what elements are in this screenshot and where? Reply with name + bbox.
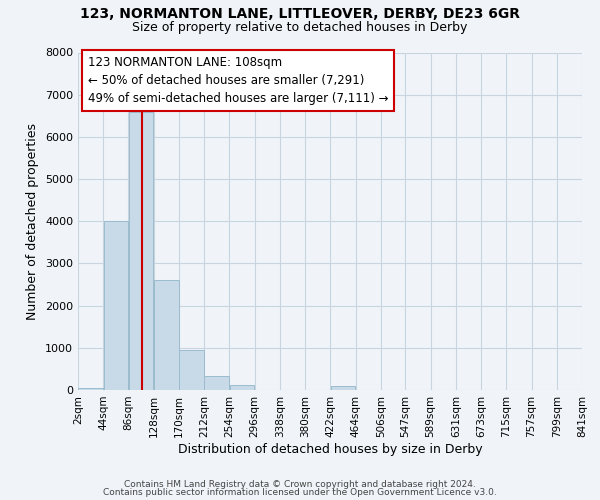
- Y-axis label: Number of detached properties: Number of detached properties: [26, 122, 40, 320]
- Text: 123 NORMANTON LANE: 108sqm
← 50% of detached houses are smaller (7,291)
49% of s: 123 NORMANTON LANE: 108sqm ← 50% of deta…: [88, 56, 389, 105]
- X-axis label: Distribution of detached houses by size in Derby: Distribution of detached houses by size …: [178, 442, 482, 456]
- Bar: [129, 112, 154, 390]
- Text: Contains public sector information licensed under the Open Government Licence v3: Contains public sector information licen…: [103, 488, 497, 497]
- Bar: [79, 388, 103, 390]
- Bar: [154, 280, 179, 390]
- Bar: [179, 350, 204, 390]
- Bar: [331, 386, 355, 390]
- Bar: [230, 385, 254, 390]
- Text: Size of property relative to detached houses in Derby: Size of property relative to detached ho…: [133, 21, 467, 34]
- Bar: [205, 376, 229, 390]
- Text: 123, NORMANTON LANE, LITTLEOVER, DERBY, DE23 6GR: 123, NORMANTON LANE, LITTLEOVER, DERBY, …: [80, 8, 520, 22]
- Text: Contains HM Land Registry data © Crown copyright and database right 2024.: Contains HM Land Registry data © Crown c…: [124, 480, 476, 489]
- Bar: [104, 221, 128, 390]
